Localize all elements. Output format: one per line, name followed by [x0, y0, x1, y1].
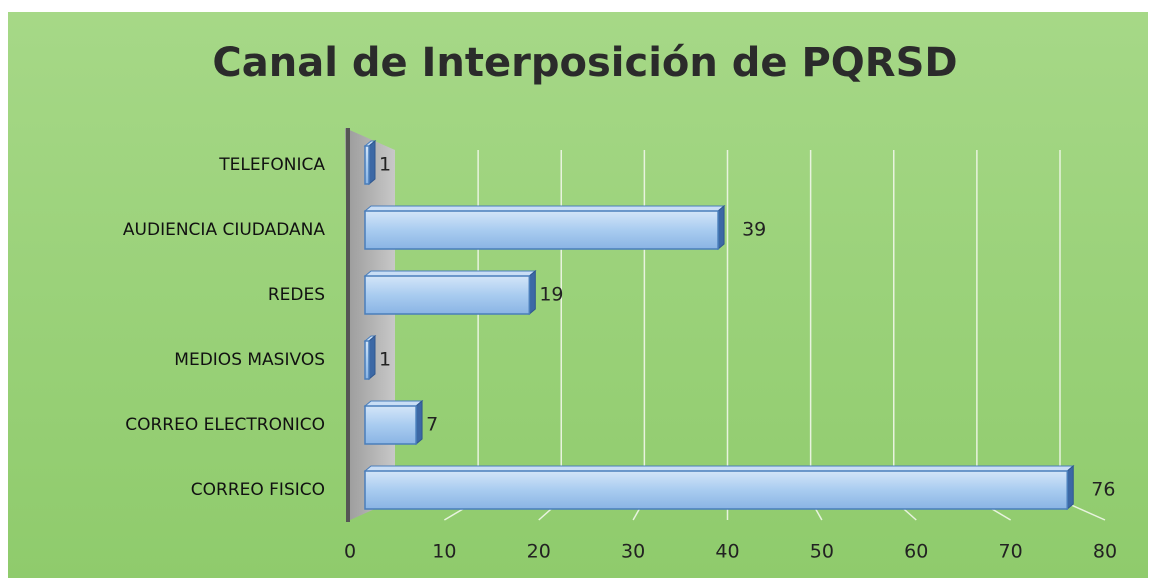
bar-side — [368, 139, 376, 186]
x-tick-label: 80 — [1093, 541, 1117, 563]
x-tick-label: 70 — [999, 541, 1023, 563]
x-tick-label: 10 — [432, 541, 456, 563]
data-label: 1 — [379, 154, 391, 176]
data-label: 19 — [539, 284, 563, 306]
bar — [363, 139, 377, 186]
bar — [363, 334, 377, 381]
bar — [363, 269, 537, 316]
chart-title: Canal de Interposición de PQRSD — [212, 40, 957, 86]
bar-side — [528, 269, 536, 316]
data-label: 39 — [742, 219, 766, 241]
bar-front — [364, 405, 417, 445]
bar-front — [364, 275, 531, 315]
y-tick-label: MEDIOS MASIVOS — [174, 350, 325, 370]
y-tick-label: TELEFONICA — [218, 155, 325, 175]
bar-front — [364, 210, 719, 250]
data-label: 7 — [426, 414, 438, 436]
x-tick-label: 40 — [715, 541, 739, 563]
bar-front — [364, 145, 370, 185]
bar-front — [364, 340, 370, 380]
bar-front — [364, 470, 1068, 510]
y-tick-label: AUDIENCIA CIUDADANA — [123, 220, 325, 240]
bar — [363, 399, 424, 446]
x-tick-label: 60 — [904, 541, 928, 563]
bar-side — [368, 334, 376, 381]
x-tick-label: 50 — [810, 541, 834, 563]
data-label: 76 — [1091, 479, 1115, 501]
x-tick-label: 0 — [344, 541, 356, 563]
y-tick-label: REDES — [268, 285, 325, 305]
data-label: 1 — [379, 349, 391, 371]
bar — [363, 204, 726, 251]
bar-side — [415, 399, 423, 446]
y-tick-label: CORREO ELECTRONICO — [125, 415, 325, 435]
side-wall — [345, 128, 395, 520]
bar-side — [717, 204, 725, 251]
bar-side — [1066, 464, 1074, 511]
x-tick-label: 20 — [527, 541, 551, 563]
y-tick-label: CORREO FISICO — [191, 480, 325, 500]
bar — [363, 464, 1075, 511]
x-tick-label: 30 — [621, 541, 645, 563]
